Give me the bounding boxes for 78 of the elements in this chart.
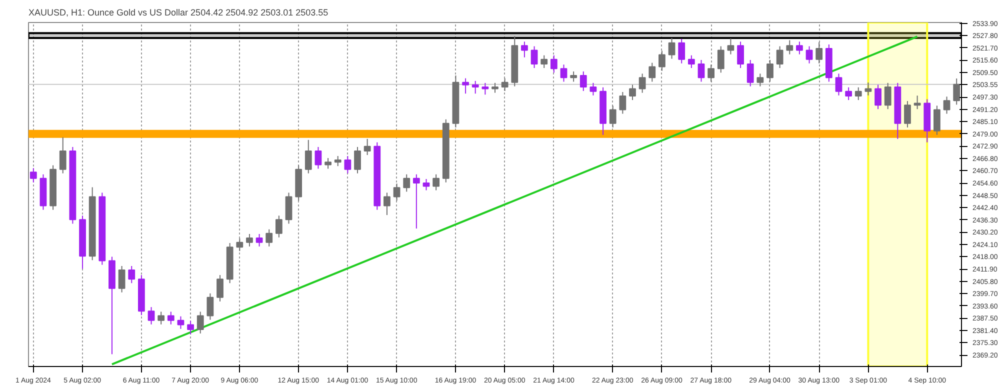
candlestick: [874, 84, 882, 110]
candlestick: [285, 192, 292, 224]
candlestick: [304, 139, 312, 174]
candlestick: [314, 146, 322, 170]
candlestick: [786, 40, 794, 55]
candlestick: [30, 168, 37, 183]
candlestick: [118, 266, 126, 293]
candlestick: [648, 62, 656, 82]
candlestick: [236, 238, 244, 252]
candlestick: [904, 100, 911, 128]
candlestick: [393, 183, 400, 202]
candlestick: [580, 70, 587, 92]
candlestick: [59, 136, 66, 174]
candlestick: [206, 292, 214, 320]
candlestick: [158, 311, 165, 325]
candlestick: [167, 311, 174, 325]
candlestick: [638, 73, 646, 94]
candlestick: [629, 84, 636, 101]
candlestick: [403, 174, 410, 192]
candlestick: [334, 156, 342, 167]
candlestick: [796, 41, 803, 55]
candlestick: [688, 54, 695, 69]
candlestick: [501, 78, 508, 92]
candlestick: [540, 54, 548, 69]
candlestick: [816, 42, 823, 64]
candlestick: [492, 82, 498, 94]
candlestick: [845, 86, 852, 101]
candlestick: [658, 50, 666, 72]
candlestick: [619, 91, 626, 114]
candlestick: [530, 46, 538, 69]
candlestick: [678, 38, 686, 64]
candlestick: [737, 41, 744, 69]
candlestick: [256, 233, 263, 247]
candlestick: [776, 46, 784, 69]
candlestick: [914, 95, 921, 110]
candlestick: [432, 174, 440, 191]
candlestick: [943, 96, 950, 114]
candlestick: [384, 192, 390, 216]
candlestick: [177, 316, 184, 330]
candlestick: [187, 320, 194, 335]
candlestick: [196, 311, 204, 334]
candlestick: [854, 86, 862, 101]
candlestick: [412, 174, 420, 230]
candlestick: [344, 156, 352, 174]
candlestick: [472, 80, 479, 94]
candlestick: [934, 105, 940, 136]
candlestick: [216, 274, 224, 302]
candlestick: [835, 73, 842, 96]
candlestick: [727, 38, 734, 55]
candlestick: [422, 178, 430, 191]
candlestick: [864, 82, 872, 96]
candlestick: [746, 59, 754, 87]
candlestick: [246, 233, 253, 247]
candlestick: [756, 73, 764, 87]
candlestick: [354, 146, 361, 174]
candlestick: [884, 82, 892, 110]
candlestick: [521, 41, 528, 58]
candlestick: [462, 78, 469, 94]
candlestick: [570, 70, 578, 82]
candlestick: [708, 64, 715, 82]
candlestick: [717, 46, 724, 74]
candlestick: [953, 78, 960, 106]
chart-title: XAUUSD, H1: Ounce Gold vs US Dollar 2504.42 2504.92 2503.01 2503.55: [28, 8, 328, 18]
candlestick: [590, 82, 597, 96]
candlestick: [560, 64, 568, 82]
candlestick: [482, 82, 489, 96]
candlestick: [806, 46, 813, 64]
candlestick: [275, 215, 282, 238]
candlestick: [324, 158, 332, 170]
candlestick: [364, 138, 371, 156]
candlestick: [698, 59, 705, 82]
candlestick: [550, 54, 558, 74]
candlestick: [148, 306, 155, 325]
candlestick: [609, 105, 616, 128]
candlestick: [668, 38, 676, 60]
candlestick: [128, 266, 136, 284]
candlestick: [766, 59, 774, 82]
candlestick: [266, 228, 273, 247]
